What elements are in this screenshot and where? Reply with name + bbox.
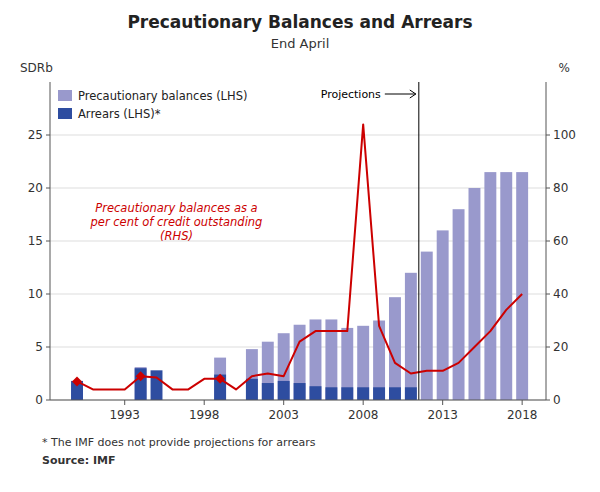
bar (357, 387, 369, 400)
y2-tick (546, 188, 550, 189)
footnote: Source: IMF (42, 454, 116, 467)
x-tick (124, 400, 125, 405)
x-tick (283, 400, 284, 405)
y2-tick (546, 135, 550, 136)
bar (341, 328, 353, 400)
y-tick (46, 135, 50, 136)
y-axis-label: SDRb (20, 61, 53, 75)
y2-axis-label: % (559, 61, 570, 75)
y-tick-label: 15 (28, 234, 43, 248)
y-tick (46, 347, 50, 348)
y-tick-label: 20 (28, 181, 43, 195)
chart: Precautionary Balances and Arrears End Ap… (0, 0, 600, 492)
marker (215, 374, 225, 384)
y-tick (46, 241, 50, 242)
marker (136, 371, 146, 381)
x-tick (204, 400, 205, 405)
axes: 0 5 10 15 20 25 0 20 40 60 80 100 1993 1998 2003 2008 20… (28, 128, 576, 422)
bar (294, 383, 306, 400)
bar (373, 387, 385, 400)
x-tick (442, 400, 443, 405)
bar (469, 188, 481, 400)
x-tick-label: 2003 (268, 408, 299, 422)
annotation: Precautionary balances as aper cent of c… (90, 201, 263, 243)
bar (500, 172, 512, 400)
legend-swatch (58, 108, 72, 119)
annotation: Projections (321, 88, 381, 101)
y2-tick (546, 294, 550, 295)
y2-tick (546, 400, 550, 401)
y2-tick (546, 347, 550, 348)
bar (214, 375, 226, 400)
bar (294, 325, 306, 400)
bar (278, 381, 290, 400)
y2-tick-label: 80 (553, 181, 568, 195)
y2-axis-line (546, 82, 547, 400)
annotation-line: per cent of credit outstanding (90, 215, 263, 229)
y-tick-label: 10 (28, 287, 43, 301)
bar (389, 387, 401, 400)
x-axis-line (50, 400, 546, 401)
legend-label: Arrears (LHS)* (78, 107, 161, 121)
y2-tick-label: 100 (553, 128, 576, 142)
bar (341, 387, 353, 400)
legend-swatch (58, 90, 72, 101)
legend-label: Precautionary balances (LHS) (78, 89, 247, 103)
x-tick-label: 2008 (348, 408, 379, 422)
projection-line (418, 82, 419, 400)
grid-line (50, 400, 546, 401)
y-tick (46, 400, 50, 401)
bar (373, 321, 385, 401)
bar (135, 367, 147, 400)
annotation-arrow (385, 94, 416, 95)
bar (389, 297, 401, 400)
bar (151, 370, 163, 400)
title: Precautionary Balances and Arrears (127, 12, 472, 32)
x-tick-label: 2018 (507, 408, 538, 422)
bar (214, 358, 226, 400)
x-tick-label: 1998 (189, 408, 220, 422)
grid-line (50, 135, 546, 136)
y2-tick-label: 20 (553, 340, 568, 354)
y2-tick (546, 241, 550, 242)
line (77, 124, 522, 389)
x-tick-label: 2013 (427, 408, 458, 422)
bar (246, 379, 258, 400)
bar (325, 387, 337, 400)
y-axis-line (50, 82, 51, 400)
bar (357, 326, 369, 400)
bar (262, 342, 274, 400)
x-tick-label: 1993 (109, 408, 140, 422)
legend: Precautionary balances (LHS) Arrears (LHS… (58, 89, 247, 121)
bar (484, 172, 496, 400)
bar (310, 386, 322, 400)
annotation-line: (RHS) (160, 229, 193, 243)
x-tick (363, 400, 364, 405)
bar (421, 252, 433, 400)
annotation-arrow-head (410, 90, 416, 98)
y-tick (46, 294, 50, 295)
y2-tick-label: 40 (553, 287, 568, 301)
y-tick-label: 5 (35, 340, 43, 354)
bar (453, 209, 465, 400)
marker (72, 376, 82, 386)
y-tick-label: 25 (28, 128, 43, 142)
bar (262, 383, 274, 400)
annotation-line: Precautionary balances as a (95, 201, 257, 215)
bar (135, 368, 147, 400)
y2-tick-label: 0 (553, 393, 561, 407)
y-tick-label: 0 (35, 393, 43, 407)
bar (516, 172, 528, 400)
y-tick (46, 188, 50, 189)
plot-area (71, 82, 528, 400)
y2-tick-label: 60 (553, 234, 568, 248)
footnote: * The IMF does not provide projections f… (42, 436, 316, 449)
subtitle: End April (271, 36, 330, 51)
bar (405, 273, 417, 400)
bar (405, 387, 417, 400)
bar (437, 230, 449, 400)
x-tick (522, 400, 523, 405)
